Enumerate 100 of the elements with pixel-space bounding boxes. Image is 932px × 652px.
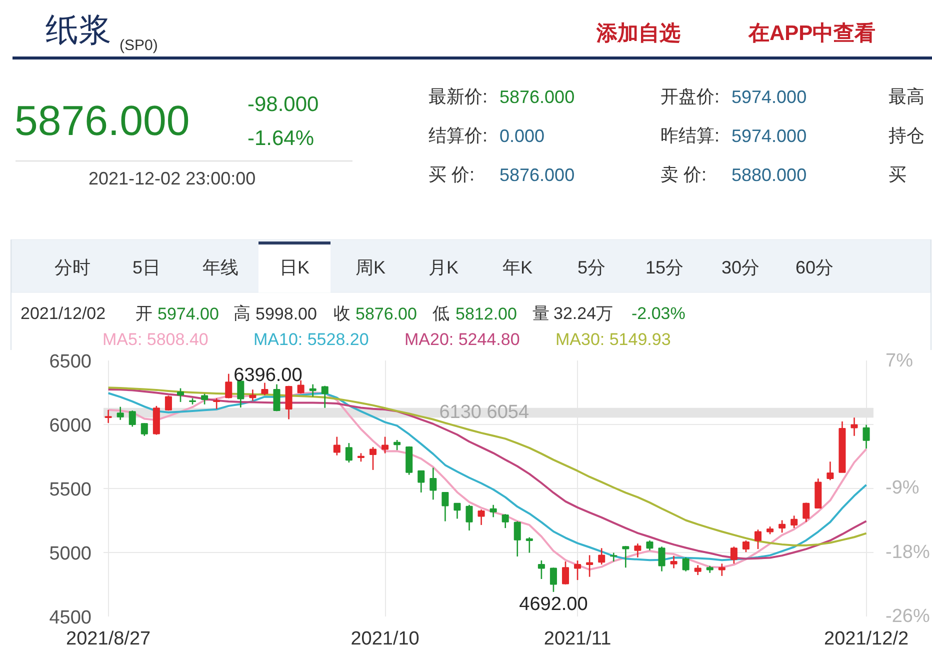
candlestick — [116, 406, 124, 421]
candlestick — [514, 520, 521, 558]
chart-subtitle: (SP0) — [120, 37, 158, 54]
text: MA30: 5149.93 — [556, 330, 671, 349]
text: 昨结算: — [660, 126, 720, 146]
text: 2021/12/02 — [20, 304, 106, 323]
candlestick — [309, 384, 316, 398]
text: -2.03% — [632, 304, 686, 323]
text: 5876.000 — [14, 97, 190, 144]
candlestick — [502, 513, 509, 529]
text: 量 — [532, 304, 550, 323]
candlestick — [466, 504, 473, 532]
candlestick — [598, 548, 606, 566]
candlestick — [225, 373, 232, 399]
y2-tick-label: -18% — [886, 542, 930, 564]
candlestick — [261, 382, 268, 396]
text: 卖 价: — [660, 164, 707, 184]
text: 5880.000 — [732, 165, 807, 185]
x-tick-label: 2021/10 — [350, 628, 420, 650]
text: 5998.00 — [256, 304, 317, 324]
text: MA5: 5808.40 — [102, 330, 208, 349]
y2-tick-label: -26% — [886, 606, 930, 627]
text: 日K — [279, 258, 310, 278]
candlestick — [670, 555, 678, 569]
candlestick — [526, 536, 533, 554]
text: 5876.000 — [500, 87, 575, 107]
candlestick — [862, 424, 870, 450]
text: 年线 — [202, 258, 238, 278]
candlestick — [682, 556, 690, 572]
candlestick — [538, 560, 545, 580]
candlestick — [321, 385, 328, 409]
candlestick — [333, 436, 340, 456]
text: 32.24万 — [554, 304, 614, 323]
text: 2021-12-02 23:00:00 — [88, 168, 256, 188]
text: 5974.00 — [158, 304, 219, 324]
candlestick — [442, 491, 449, 522]
y-tick-label: 5500 — [49, 480, 92, 500]
text: 低 — [432, 304, 450, 323]
text: 30分 — [721, 258, 760, 278]
text: -1.64% — [248, 127, 314, 150]
text: 分时 — [54, 258, 90, 278]
text: 买 价: — [428, 164, 475, 184]
candlestick — [394, 439, 401, 451]
x-tick-label: 2021/11 — [544, 628, 612, 650]
text: 持仓 — [888, 126, 924, 146]
text: 买 — [888, 164, 906, 184]
candlestick — [164, 395, 172, 412]
candlestick — [285, 385, 292, 420]
candlestick — [345, 442, 352, 464]
candlestick — [430, 467, 437, 500]
text: 年K — [502, 258, 533, 278]
chart-title: 纸浆 — [46, 11, 112, 48]
text: 5974.000 — [732, 87, 807, 107]
candlestick — [550, 566, 557, 593]
text: 5876.000 — [500, 165, 575, 185]
candlestick — [778, 520, 786, 534]
text: 5812.00 — [456, 304, 517, 324]
y-tick-label: 4500 — [49, 608, 92, 628]
candlestick — [213, 398, 220, 410]
text: 5974.000 — [732, 126, 807, 146]
text: 15分 — [645, 258, 684, 278]
text: 开盘价: — [660, 86, 720, 106]
text: 结算价: — [428, 126, 488, 146]
candlestick — [802, 502, 810, 523]
text: 周K — [355, 258, 386, 278]
candlestick — [790, 514, 798, 529]
y2-tick-label: 7% — [886, 350, 914, 372]
text: 在APP中查看 — [748, 22, 876, 45]
annotation: 6396.00 — [234, 364, 302, 386]
text: MA20: 5244.80 — [404, 330, 520, 349]
candlestick — [610, 552, 618, 562]
candlestick — [658, 546, 666, 572]
candlestick — [104, 409, 112, 424]
candlestick — [490, 504, 497, 518]
candlestick — [718, 562, 726, 577]
x-tick-label: 2021/12/2 — [824, 628, 909, 650]
y-tick-label: 5000 — [49, 544, 92, 564]
text: 收 — [334, 304, 350, 323]
candlestick — [634, 542, 642, 558]
candlestick — [382, 436, 389, 454]
text: 5日 — [132, 258, 161, 278]
candlestick — [369, 446, 377, 471]
candlestick — [826, 460, 834, 481]
text: 高 — [234, 304, 250, 323]
candlestick — [176, 388, 184, 403]
candlestick — [562, 560, 570, 586]
candlestick — [297, 380, 304, 394]
text: 月K — [428, 258, 459, 278]
candlestick — [201, 393, 208, 406]
candlestick — [850, 416, 858, 437]
candlestick — [730, 546, 738, 564]
candlestick — [646, 540, 654, 551]
candlestick — [249, 388, 256, 402]
text: 5876.00 — [356, 304, 417, 324]
candlestick — [574, 560, 582, 581]
text: 最新价: — [428, 86, 488, 106]
annotation: 4692.00 — [519, 594, 588, 615]
candlestick — [622, 545, 630, 568]
y-tick-label: 6500 — [49, 352, 92, 372]
text: -98.000 — [248, 93, 319, 116]
